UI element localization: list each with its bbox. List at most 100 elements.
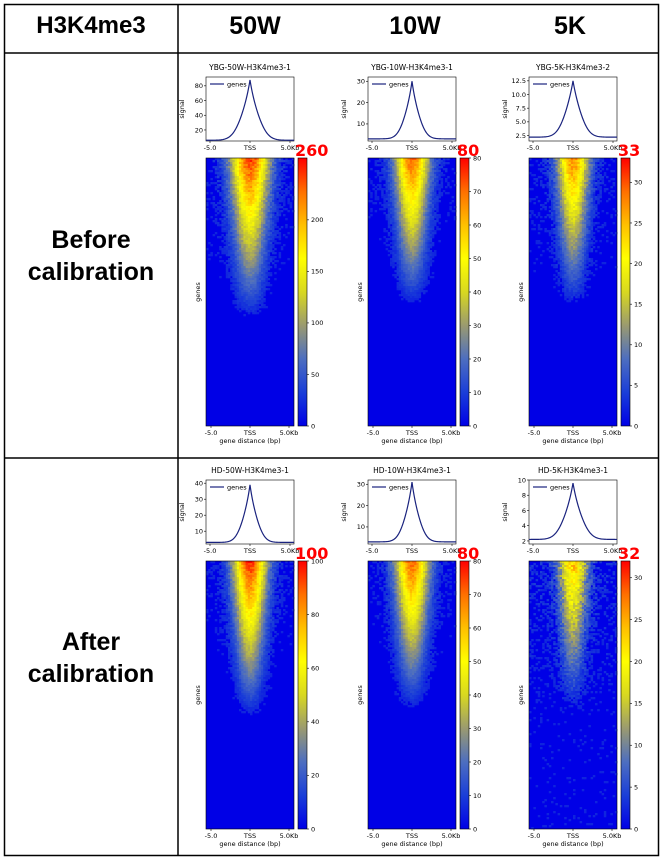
heatmap-cell: [590, 216, 594, 219]
heatmap-cell: [265, 272, 268, 275]
heatmap-cell: [265, 166, 268, 169]
heatmap-cell: [562, 164, 565, 167]
heatmap-cell: [374, 194, 378, 197]
heatmap-cell: [401, 202, 404, 205]
heatmap-cell: [250, 290, 253, 293]
heatmap-cell: [241, 254, 244, 257]
heatmap-cell: [577, 232, 580, 235]
heatmap-cell: [586, 208, 589, 211]
heatmap-cell: [440, 180, 444, 183]
heatmap-cell: [250, 258, 253, 261]
heatmap-cell: [228, 254, 231, 257]
heatmap-cell: [381, 176, 384, 179]
heatmap-cell: [252, 176, 255, 179]
heatmap-cell: [557, 220, 561, 223]
heatmap-cell: [403, 188, 406, 191]
heatmap-cell: [533, 214, 536, 217]
heatmap-cell: [392, 236, 395, 239]
heatmap-cell: [236, 266, 240, 269]
heatmap-cell: [403, 266, 406, 269]
heatmap-cell: [425, 236, 428, 239]
heatmap-cell: [436, 158, 439, 161]
heatmap-cell: [592, 198, 596, 201]
heatmap-cell: [241, 230, 244, 233]
heatmap-cell: [234, 160, 238, 163]
heatmap-cell: [590, 180, 594, 183]
heatmap-cell: [562, 178, 565, 181]
heatmap-cell: [368, 190, 371, 193]
heatmap-cell: [407, 218, 411, 221]
heatmap-cell: [252, 226, 255, 229]
heatmap-cell: [387, 200, 391, 203]
heatmap-cell: [245, 238, 249, 241]
heatmap-cell: [245, 186, 249, 189]
heatmap-cell: [577, 230, 580, 233]
heatmap-cell: [243, 208, 246, 211]
heatmap-cell: [263, 240, 266, 243]
heatmap-cell: [241, 160, 244, 163]
heatmap-cell: [595, 162, 598, 165]
heatmap-cell: [261, 222, 264, 225]
heatmap-cell: [427, 198, 430, 201]
heatmap-cell: [287, 198, 290, 201]
heatmap-cell: [219, 224, 222, 227]
heatmap-cell: [407, 256, 411, 259]
heatmap-cell: [401, 160, 404, 163]
heatmap-cell: [586, 190, 589, 193]
heatmap-cell: [581, 208, 585, 211]
heatmap-cell: [250, 296, 253, 299]
heatmap-cell: [261, 304, 264, 307]
heatmap-cell: [390, 174, 393, 177]
heatmap-cell: [597, 196, 600, 199]
heatmap-cell: [584, 178, 587, 181]
heatmap-cell: [269, 212, 273, 215]
heatmap-cell: [416, 262, 419, 265]
heatmap-cell: [537, 228, 541, 231]
heatmap-cell: [252, 310, 255, 313]
heatmap-cell: [436, 214, 439, 217]
heatmap-cell: [405, 196, 408, 199]
heatmap-cell: [254, 246, 257, 249]
heatmap-cell: [396, 220, 400, 223]
heatmap-cell: [427, 164, 430, 167]
heatmap-cell: [579, 210, 583, 213]
heatmap-cell: [592, 212, 596, 215]
heatmap-cell: [414, 168, 417, 171]
heatmap-cell: [239, 212, 242, 215]
heatmap-cell: [542, 172, 545, 175]
heatmap-cell: [403, 242, 406, 245]
heatmap-cell: [217, 252, 220, 255]
heatmap-cell: [427, 206, 430, 209]
heatmap-cell: [261, 160, 264, 163]
heatmap-cell: [252, 194, 255, 197]
heatmap-cell: [592, 246, 596, 249]
heatmap-cell: [219, 180, 222, 183]
heatmap-cell: [405, 234, 408, 237]
heatmap-cell: [595, 260, 598, 263]
heatmap-cell: [423, 228, 426, 231]
heatmap-cell: [414, 216, 417, 219]
heatmap-cell: [381, 162, 384, 165]
heatmap-cell: [267, 212, 271, 215]
heatmap-cell: [575, 220, 578, 223]
heatmap-cell: [225, 240, 229, 243]
heatmap-cell: [577, 186, 580, 189]
heatmap-cell: [232, 186, 235, 189]
heatmap-cell: [221, 182, 224, 185]
heatmap-cell: [265, 246, 268, 249]
heatmap-cell: [232, 168, 235, 171]
heatmap-cell: [573, 220, 576, 223]
heatmap-cell: [223, 200, 227, 203]
heatmap-cell: [407, 230, 411, 233]
heatmap-cell: [418, 184, 422, 187]
heatmap-cell: [577, 178, 580, 181]
heatmap-cell: [423, 274, 426, 277]
heatmap-cell: [263, 276, 266, 279]
heatmap-cell: [263, 206, 266, 209]
heatmap-cell: [548, 178, 552, 181]
heatmap-cell: [407, 248, 411, 251]
colorbar-tick-label: 30: [473, 322, 481, 330]
heatmap-cell: [247, 278, 251, 281]
heatmap-cell: [379, 160, 382, 163]
heatmap-cell: [250, 292, 253, 295]
